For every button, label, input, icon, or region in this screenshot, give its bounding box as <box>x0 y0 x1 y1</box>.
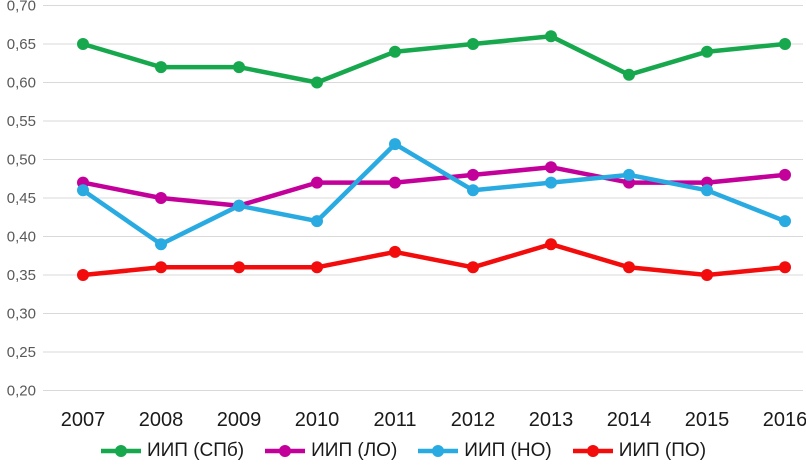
data-point-iip-spb-2011 <box>389 45 401 58</box>
x-axis-tick-label: 2007 <box>61 409 106 431</box>
x-axis-tick-label: 2015 <box>685 409 730 431</box>
data-point-iip-po-2011 <box>389 245 401 258</box>
x-axis-tick-label: 2011 <box>373 409 416 431</box>
data-point-iip-po-2009 <box>233 261 245 274</box>
y-axis-tick-label: 0,60 <box>7 75 36 92</box>
data-point-iip-spb-2012 <box>467 38 479 50</box>
legend-item-iip-po: ИИП (ПО) <box>572 440 706 462</box>
y-axis-tick-label: 0,70 <box>7 0 36 15</box>
data-point-iip-po-2013 <box>545 238 557 251</box>
data-point-iip-no-2014 <box>623 168 635 181</box>
series-line-iip-spb <box>80 34 788 85</box>
legend-marker-line-dot-icon <box>100 445 141 457</box>
data-point-iip-lo-2011 <box>389 176 401 189</box>
y-axis-tick-label: 0,25 <box>7 344 36 361</box>
y-axis-tick-label: 0,20 <box>7 383 36 400</box>
data-point-iip-no-2009 <box>233 199 245 212</box>
data-point-iip-no-2010 <box>311 215 323 228</box>
legend-dot-icon <box>586 445 599 457</box>
x-axis-tick-label: 2010 <box>295 409 340 431</box>
legend-label: ИИП (СПб) <box>146 440 245 461</box>
x-axis-tick-label: 2016 <box>763 409 806 431</box>
data-point-iip-spb-2008 <box>155 61 167 74</box>
series-line-iip-no <box>80 141 788 247</box>
series-line-iip-po <box>80 241 788 278</box>
legend-marker-line-dot-icon <box>418 445 459 457</box>
data-point-iip-spb-2016 <box>779 38 791 50</box>
data-point-iip-no-2011 <box>389 138 401 151</box>
legend-item-iip-spb: ИИП (СПб) <box>100 440 244 462</box>
legend-label: ИИП (ПО) <box>618 440 707 461</box>
data-point-iip-po-2007 <box>77 269 89 281</box>
data-point-iip-no-2015 <box>701 184 713 197</box>
legend-item-iip-no: ИИП (НО) <box>417 440 552 462</box>
legend-marker-line-dot-icon <box>572 445 613 457</box>
y-axis-tick-label: 0,50 <box>7 152 36 169</box>
data-point-iip-spb-2010 <box>311 76 323 89</box>
data-point-iip-po-2015 <box>701 269 713 281</box>
data-point-iip-lo-2012 <box>467 168 479 181</box>
data-point-iip-po-2016 <box>779 261 791 274</box>
data-point-iip-lo-2008 <box>155 192 167 204</box>
y-axis-tick-label: 0,45 <box>7 190 36 207</box>
data-point-iip-po-2008 <box>155 261 167 274</box>
data-point-iip-no-2007 <box>77 184 89 197</box>
chart-legend: ИИП (СПб) ИИП (ЛО) ИИП (НО) ИИП (ПО) <box>0 440 806 462</box>
data-point-iip-spb-2014 <box>623 68 635 81</box>
x-axis-tick-label: 2008 <box>139 409 184 431</box>
y-axis-tick-label: 0,55 <box>7 113 36 130</box>
data-point-iip-po-2012 <box>467 261 479 274</box>
y-axis-tick-label: 0,40 <box>7 229 36 246</box>
data-point-iip-spb-2015 <box>701 45 713 58</box>
y-axis-tick-label: 0,35 <box>7 267 36 284</box>
data-point-iip-no-2013 <box>545 176 557 189</box>
x-axis-tick-label: 2009 <box>217 409 262 431</box>
data-point-iip-no-2016 <box>779 215 791 228</box>
data-point-iip-lo-2010 <box>311 176 323 189</box>
data-point-iip-spb-2013 <box>545 30 557 43</box>
y-axis-tick-label: 0,65 <box>7 36 36 53</box>
legend-dot-icon <box>432 445 445 457</box>
legend-dot-icon <box>114 445 127 457</box>
y-axis-tick-label: 0,30 <box>7 306 36 323</box>
data-point-iip-no-2012 <box>467 184 479 197</box>
legend-dot-icon <box>279 445 292 457</box>
data-point-iip-spb-2009 <box>233 61 245 74</box>
legend-label: ИИП (ЛО) <box>311 440 398 461</box>
x-axis-tick-label: 2014 <box>607 409 652 431</box>
legend-marker-line-dot-icon <box>265 445 306 457</box>
legend-label: ИИП (НО) <box>464 440 552 461</box>
data-point-iip-spb-2007 <box>77 38 89 50</box>
data-point-iip-lo-2013 <box>545 161 557 174</box>
data-point-iip-po-2014 <box>623 261 635 274</box>
x-axis-tick-label: 2013 <box>529 409 574 431</box>
x-axis-tick-label: 2012 <box>451 409 496 431</box>
data-point-iip-no-2008 <box>155 238 167 251</box>
data-point-iip-po-2010 <box>311 261 323 274</box>
legend-item-iip-lo: ИИП (ЛО) <box>264 440 397 462</box>
data-point-iip-lo-2016 <box>779 168 791 181</box>
